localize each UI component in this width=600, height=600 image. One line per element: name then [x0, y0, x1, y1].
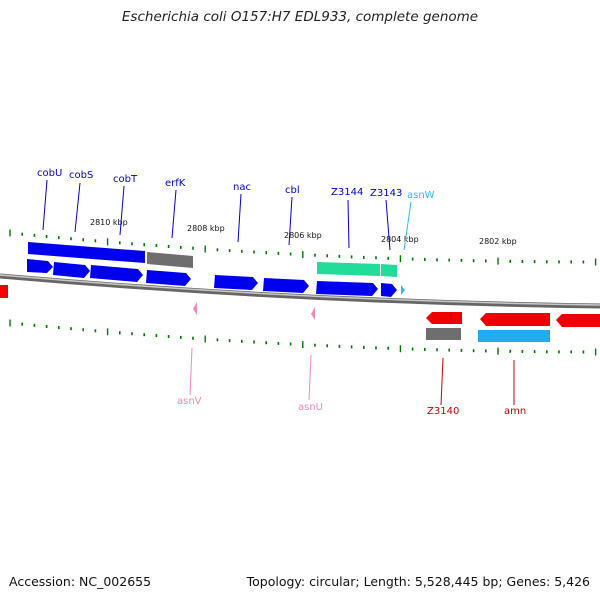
accession-label: Accession: NC_002655 — [9, 574, 152, 589]
forward-strand-genes — [0, 285, 600, 327]
gene-arrow-asnU[interactable] — [311, 307, 315, 320]
feature-bar-cobU-cobS[interactable] — [28, 242, 92, 259]
gene-arrow-cbl[interactable] — [263, 278, 309, 293]
gene-arrow-asnW[interactable] — [401, 285, 405, 295]
gene-arrow-cobS[interactable] — [53, 262, 90, 278]
gene-label-cobT: cobT — [113, 174, 138, 185]
genome-summary: Topology: circular; Length: 5,528,445 bp… — [246, 574, 590, 589]
feature-bar-Z3144[interactable] — [317, 262, 380, 276]
gene-label-asnW: asnW — [407, 190, 435, 201]
gene-label-Z3140: Z3140 — [427, 406, 459, 417]
gene-labels: cobU cobS cobT erfK nac cbl Z3144 Z3143 … — [37, 168, 526, 417]
page-title: Escherichia coli O157:H7 EDL933, complet… — [121, 9, 479, 25]
callout-cobS — [74, 182, 81, 233]
gene-arrow-Z3144[interactable] — [316, 281, 378, 296]
gene-label-Z3144: Z3144 — [331, 187, 363, 198]
gene-arrow-Z3143[interactable] — [381, 283, 397, 297]
gene-label-amn: amn — [504, 406, 526, 417]
gene-label-nac: nac — [233, 182, 251, 193]
callout-asnU — [308, 354, 312, 401]
gene-arrow-asnV[interactable] — [193, 302, 197, 315]
gene-label-cobS: cobS — [69, 170, 93, 181]
gene-arrow-cobT[interactable] — [90, 265, 143, 282]
callout-erfK — [171, 189, 177, 239]
scale-label-2808: 2808 kbp — [187, 224, 225, 233]
feature-bar-amn[interactable] — [478, 330, 550, 342]
ticks-reverse-strand — [9, 229, 597, 266]
gene-label-cobU: cobU — [37, 168, 62, 179]
gene-arrow-erfK[interactable] — [146, 270, 191, 286]
callout-lines — [42, 179, 515, 406]
callout-Z3140 — [440, 357, 444, 406]
scale-label-2810: 2810 kbp — [90, 218, 128, 227]
genome-backbone — [0, 273, 600, 309]
callout-asnW — [403, 201, 412, 251]
callout-cbl — [288, 196, 293, 246]
callout-cobU — [42, 179, 48, 231]
gene-label-erfK: erfK — [165, 178, 186, 189]
gene-label-Z3143: Z3143 — [370, 188, 402, 199]
callout-Z3144 — [347, 199, 350, 249]
scale-label-2806: 2806 kbp — [284, 231, 322, 240]
callout-nac — [237, 193, 242, 243]
feature-bar-erfK[interactable] — [147, 252, 193, 268]
gene-label-asnV: asnV — [177, 396, 202, 407]
gene-arrow-cobU[interactable] — [27, 259, 53, 273]
feature-bar-Z3143[interactable] — [381, 264, 397, 277]
gene-arrow-nac[interactable] — [214, 275, 258, 290]
feature-bar-Z3140[interactable] — [426, 328, 461, 340]
gene-label-cbl: cbl — [285, 185, 300, 196]
ticks-forward-strand — [9, 319, 597, 356]
gene-arrow-offscreen-left[interactable] — [0, 285, 8, 298]
callout-asnV — [189, 347, 193, 396]
callout-Z3143 — [385, 199, 391, 251]
feature-bar-cobT[interactable] — [92, 247, 145, 263]
callout-cobT — [119, 185, 125, 236]
gene-arrow-right-edge[interactable] — [556, 314, 600, 327]
gene-arrow-Z3140[interactable] — [426, 312, 462, 324]
upper-feature-track — [28, 242, 550, 342]
scale-label-2804: 2804 kbp — [381, 235, 419, 244]
reverse-strand-genes — [27, 259, 405, 297]
gene-arrow-amn[interactable] — [480, 313, 550, 326]
scale-label-2802: 2802 kbp — [479, 237, 517, 246]
gene-label-asnU: asnU — [298, 402, 323, 413]
